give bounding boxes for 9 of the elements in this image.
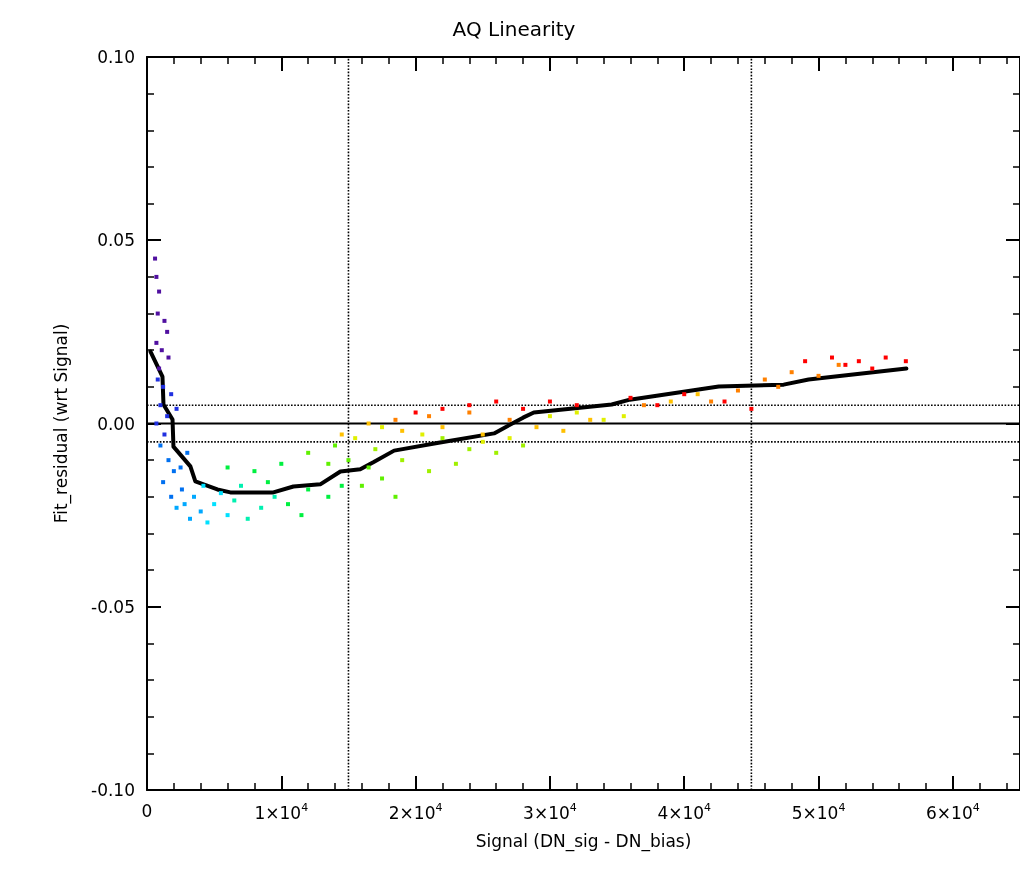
y-tick-label: 0.10 xyxy=(97,47,135,67)
y-axis-title: Fit_residual (wrt Signal) xyxy=(50,323,72,524)
chart-title: AQ Linearity xyxy=(452,17,576,41)
y-tick-label: -0.10 xyxy=(91,780,135,800)
y-tick-label: 0.05 xyxy=(97,230,135,251)
x-tick-label: 0 xyxy=(141,800,153,821)
y-tick-label: 0.00 xyxy=(97,413,135,434)
y-tick-label: -0.05 xyxy=(91,596,135,617)
x-axis-title: Signal (DN_sig - DN_bias) xyxy=(475,830,692,852)
